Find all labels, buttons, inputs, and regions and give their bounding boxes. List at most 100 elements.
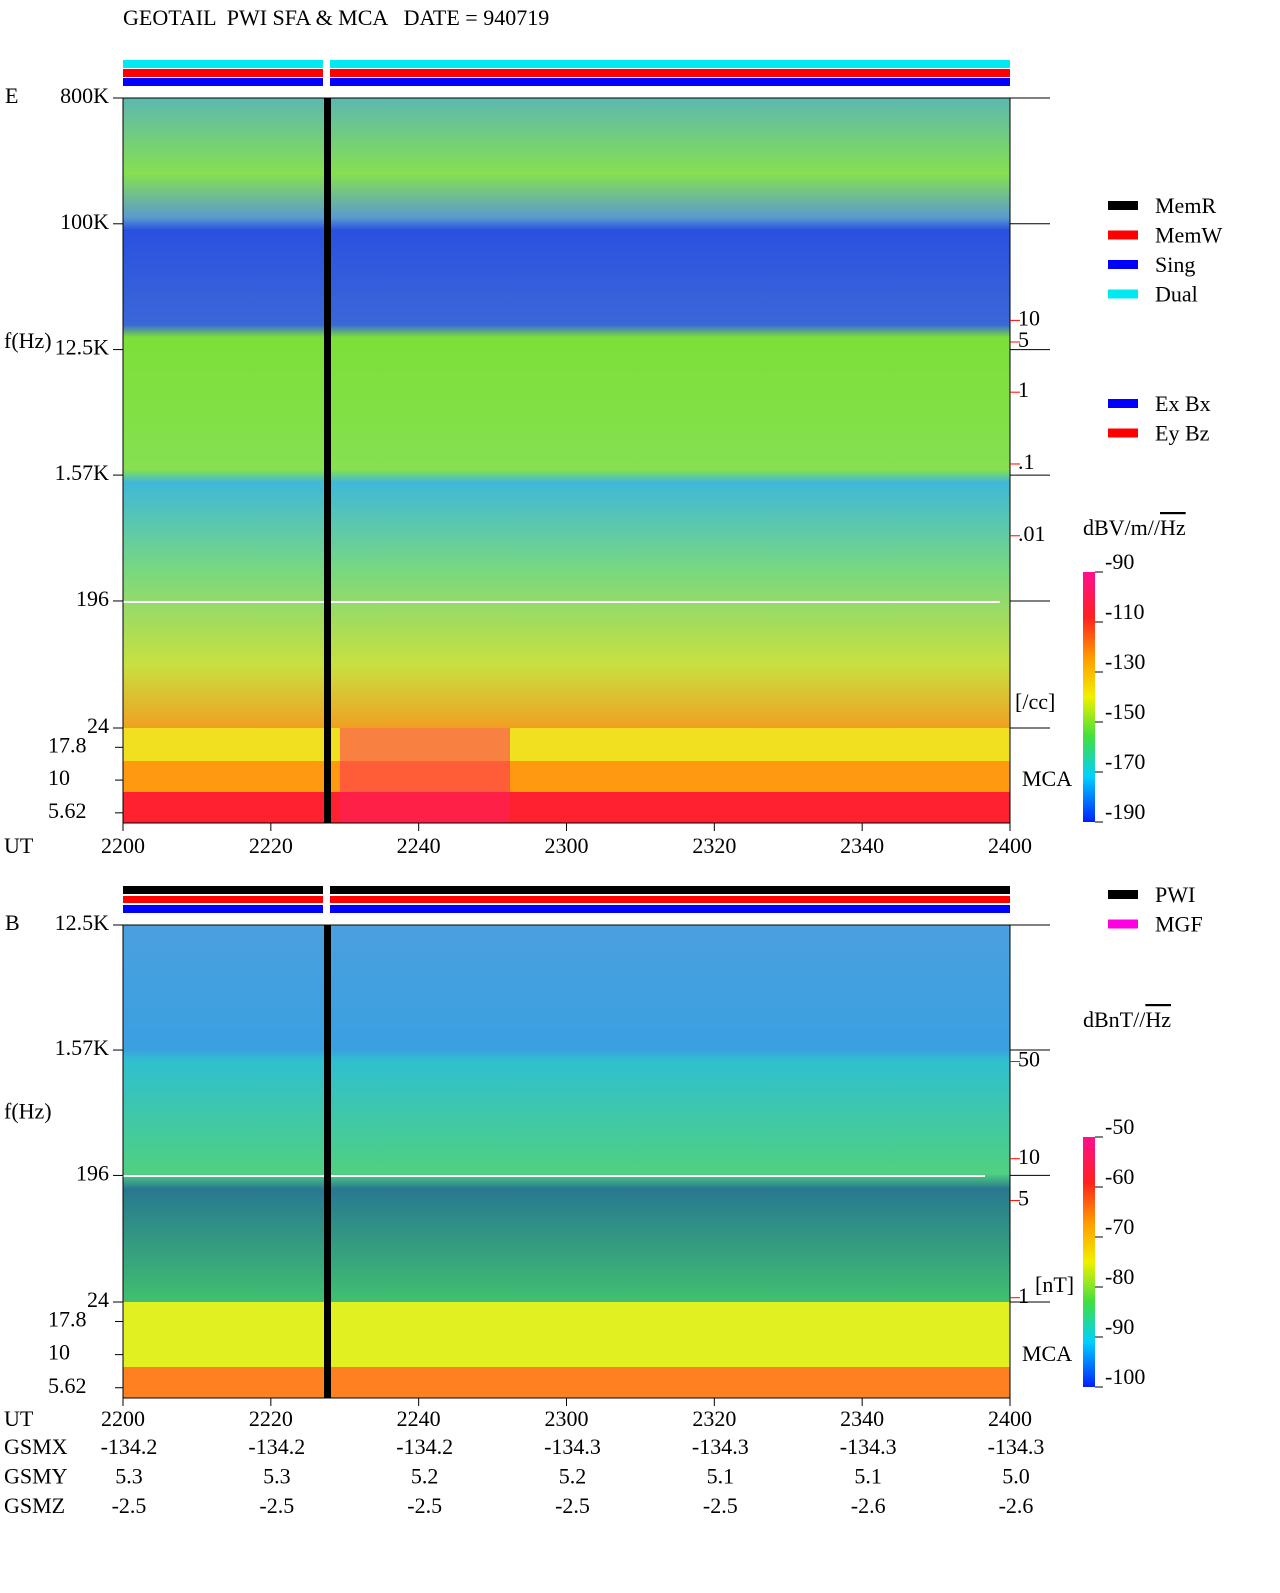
legend-label: Sing [1155, 252, 1195, 277]
mca-tick-label: 17.8 [48, 732, 87, 757]
colorbar-tick-label: -170 [1105, 749, 1145, 774]
y-tick-label: 12.5K [55, 910, 110, 935]
mca-label: MCA [1022, 766, 1072, 791]
mca-band [123, 792, 1010, 823]
colorbar-unit-root: Hz [1145, 1007, 1171, 1032]
colorbar-unit-text: dBV/m// [1083, 515, 1161, 540]
orbit-value: -2.5 [555, 1493, 590, 1518]
y-tick-label: 1.57K [55, 460, 110, 485]
y2-tick-label: 50 [1018, 1047, 1040, 1072]
colorbar-tick-label: -150 [1105, 699, 1145, 724]
mca-burst [340, 728, 510, 823]
x-tick-label: 2400 [988, 1406, 1032, 1431]
status-bar [123, 905, 1010, 913]
orbit-value: -134.3 [988, 1434, 1045, 1459]
colorbar-tick-label: -60 [1105, 1164, 1134, 1189]
colorbar [1083, 1137, 1095, 1387]
legend-label: PWI [1155, 882, 1195, 907]
orbit-value: 5.2 [411, 1464, 439, 1489]
colorbar-unit: dBnT//Hz [1083, 1007, 1171, 1032]
orbit-value: -134.2 [396, 1434, 453, 1459]
x-tick-label: 2240 [397, 833, 441, 858]
y2-tick-label: 1 [1018, 377, 1029, 402]
orbit-value: 5.2 [559, 1464, 587, 1489]
x-tick-label: 2220 [249, 833, 293, 858]
orbit-value: -2.5 [259, 1493, 294, 1518]
y2-tick-label: .1 [1018, 449, 1035, 474]
orbit-value: -134.2 [248, 1434, 305, 1459]
orbit-label: GSMY [4, 1464, 68, 1489]
status-bar [123, 78, 1010, 86]
legend-swatch [1108, 230, 1138, 240]
colorbar-tick-label: -190 [1105, 799, 1145, 824]
status-gap [323, 886, 330, 913]
legend-label: Ey Bz [1155, 421, 1210, 446]
legend-swatch [1108, 919, 1138, 929]
y2-axis-label: [/cc] [1015, 689, 1055, 714]
colorbar-tick-label: -80 [1105, 1264, 1134, 1289]
y-tick-label: 1.57K [55, 1035, 110, 1060]
orbit-label: GSMX [4, 1434, 68, 1459]
legend-swatch [1108, 260, 1138, 269]
y-tick-label: 12.5K [55, 335, 110, 360]
orbit-value: 5.3 [115, 1464, 143, 1489]
title: GEOTAIL PWI SFA & MCA DATE = 940719 [123, 5, 549, 30]
status-bar [123, 60, 1010, 68]
x-tick-label: 2300 [545, 1406, 589, 1431]
x-tick-label: 2200 [101, 833, 145, 858]
legend-label: MGF [1155, 912, 1203, 937]
colorbar-unit: dBV/m//Hz [1083, 515, 1186, 540]
mca-band [123, 1302, 1010, 1367]
y2-tick-label: 1 [1018, 1283, 1029, 1308]
y-axis-label: f(Hz) [4, 1099, 52, 1124]
y2-tick-label: 10 [1018, 305, 1040, 330]
colorbar-tick-label: -90 [1105, 549, 1134, 574]
y-tick-label: 24 [87, 713, 109, 738]
legend-swatch [1108, 289, 1138, 299]
y-axis-label: f(Hz) [4, 328, 52, 353]
mca-tick-label: 5.62 [48, 798, 87, 823]
colorbar-tick-label: -50 [1105, 1114, 1134, 1139]
y2-axis-label: [nT] [1035, 1272, 1074, 1297]
colorbar-tick-label: -100 [1105, 1364, 1145, 1389]
x-tick-label: 2320 [692, 1406, 736, 1431]
colorbar-tick-label: -70 [1105, 1214, 1134, 1239]
x-tick-label: 2320 [692, 833, 736, 858]
orbit-value: -134.3 [692, 1434, 749, 1459]
data-gap [324, 925, 331, 1398]
y-tick-label: 196 [76, 586, 109, 611]
panel-label: B [5, 910, 20, 935]
legend-label: Dual [1155, 282, 1198, 307]
orbit-value: -2.5 [112, 1493, 147, 1518]
mca-tick-label: 17.8 [48, 1307, 87, 1332]
data-gap [324, 98, 331, 823]
legend-label: Ex Bx [1155, 391, 1211, 416]
y2-tick-label: 5 [1018, 1186, 1029, 1211]
x-axis-label: UT [4, 833, 34, 858]
status-gap [323, 60, 330, 87]
orbit-value: 5.3 [263, 1464, 291, 1489]
spectrogram [123, 98, 1010, 728]
colorbar-unit-text: dBnT// [1083, 1007, 1146, 1032]
y-tick-label: 24 [87, 1287, 109, 1312]
status-bar [123, 896, 1010, 903]
y-tick-label: 100K [60, 209, 109, 234]
colorbar [1083, 572, 1095, 822]
y-tick-label: 800K [60, 83, 109, 108]
colorbar-tick-label: -110 [1105, 599, 1145, 624]
orbit-value: -2.5 [703, 1493, 738, 1518]
panel-label: E [5, 83, 18, 108]
legend-label: MemW [1155, 223, 1222, 248]
mca-band [123, 761, 1010, 792]
x-tick-label: 2400 [988, 833, 1032, 858]
orbit-label: GSMZ [4, 1493, 65, 1518]
orbit-value: -134.3 [544, 1434, 601, 1459]
status-bar [123, 69, 1010, 77]
x-tick-label: 2300 [545, 833, 589, 858]
orbit-value: -2.5 [407, 1493, 442, 1518]
legend-swatch [1108, 201, 1138, 210]
status-bar [123, 886, 1010, 894]
orbit-value: -134.3 [840, 1434, 897, 1459]
mca-label: MCA [1022, 1341, 1072, 1366]
